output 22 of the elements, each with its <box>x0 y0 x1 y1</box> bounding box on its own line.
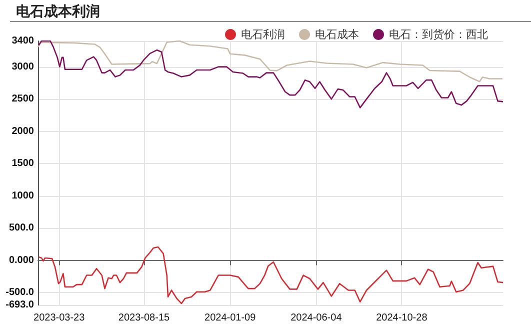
legend-label: 电石：到货价：西北 <box>389 28 488 41</box>
chart-title: 电石成本利润 <box>16 3 100 21</box>
y-tick-label: -693.0 <box>6 300 34 310</box>
y-tick-label: 500.0 <box>8 222 34 234</box>
y-tick-label: 3000 <box>12 61 34 72</box>
x-tick-label: 2023-03-23 <box>34 312 86 324</box>
y-tick-label: 1500 <box>12 158 34 170</box>
legend-label: 电石成本 <box>315 28 359 41</box>
line-series <box>38 246 504 304</box>
legend-label: 电石利润 <box>241 28 285 41</box>
line-series <box>38 40 504 108</box>
x-tick-label: 2024-01-09 <box>204 312 256 324</box>
y-tick-label: -500.0 <box>6 287 34 298</box>
x-tick-label: 2024-10-28 <box>376 312 428 324</box>
y-tick-label: 3400 <box>12 36 34 46</box>
y-tick-label: 2000 <box>12 126 34 137</box>
line-series <box>37 40 504 82</box>
y-tick-label: 0.000 <box>8 254 34 266</box>
y-tick-label: 1000 <box>12 190 34 202</box>
x-tick-label: 2023-08-15 <box>118 312 170 324</box>
y-tick-label: 2500 <box>12 94 34 105</box>
x-tick-label: 2024-06-04 <box>290 312 342 324</box>
